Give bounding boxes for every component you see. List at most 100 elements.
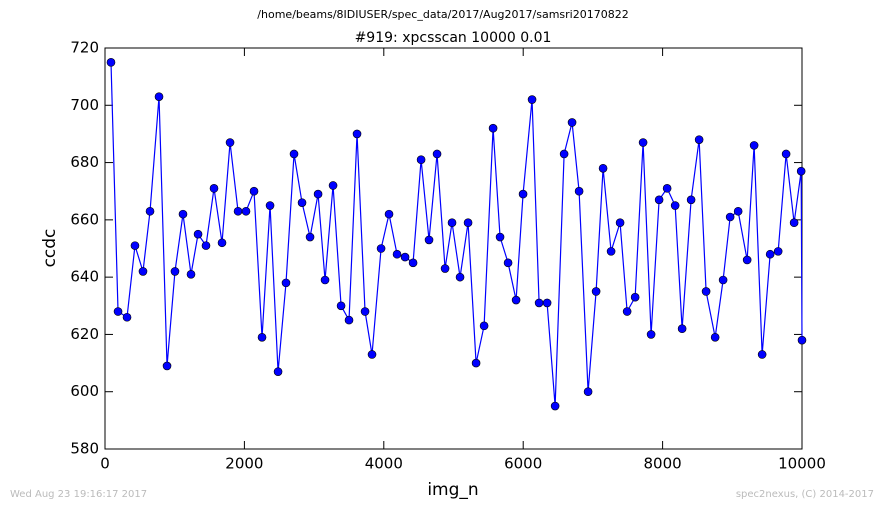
data-point [400,252,410,262]
data-point [289,149,299,159]
data-point [733,206,743,216]
data-point [225,138,235,147]
data-point [710,332,720,342]
data-point [574,186,584,196]
data-point [630,292,640,302]
data-point [162,361,172,371]
data-point [765,249,775,259]
footer-right: spec2nexus, (C) 2014-2017 [736,489,874,500]
data-point [297,198,307,207]
data-point [677,324,687,334]
data-point [606,247,616,256]
data-point [209,184,219,193]
data-point [797,335,807,345]
data-point [622,307,632,316]
data-point [186,269,196,279]
data-point [615,218,625,228]
data-point [796,166,806,176]
footer-left: Wed Aug 23 19:16:17 2017 [10,489,147,500]
data-point [654,195,664,205]
data-point [701,287,711,296]
data-point [352,129,362,139]
data-point [749,141,759,150]
data-point [670,201,680,210]
data-point [503,258,513,268]
y-tick-label: 720 [70,39,99,57]
data-point [488,123,498,133]
y-tick-label: 660 [70,210,99,228]
y-tick-label: 580 [70,440,99,458]
data-point [550,401,560,411]
data-point [424,235,434,245]
data-point [718,275,728,285]
series-line [110,62,803,407]
data-point [471,358,481,368]
data-point [360,307,370,316]
data-point [154,92,164,101]
x-tick-label: 4000 [365,455,403,473]
data-point [193,229,203,239]
y-tick-label: 700 [70,96,99,114]
data-point [527,95,537,104]
data-point [638,138,648,147]
data-point [789,218,799,228]
data-point [534,298,544,308]
data-point [463,218,473,228]
x-tick-label: 6000 [504,455,542,473]
data-point [241,206,251,216]
data-point [217,238,227,248]
data-point [518,189,528,199]
data-point [376,244,386,253]
data-point [559,149,569,159]
y-axis-label: ccdc [40,229,60,268]
data-point [392,249,402,259]
chart-title: #919: xpcsscan 10000 0.01 [355,30,552,46]
data-point [145,206,155,216]
x-tick-label: 2000 [225,455,263,473]
data-point [511,295,521,305]
data-point [201,241,211,250]
data-point [367,350,377,359]
data-point [455,272,465,282]
data-point [447,218,457,228]
data-point [233,206,243,216]
data-point [408,258,418,268]
data-point [320,275,330,285]
y-tick-label: 620 [70,325,99,343]
data-point [757,350,767,359]
data-point [662,184,672,193]
data-point [113,307,123,316]
x-tick-label: 10000 [778,455,826,473]
data-point [598,164,608,173]
data-point [122,312,132,322]
y-tick-label: 680 [70,153,99,171]
data-point [694,135,704,144]
data-point [567,118,577,127]
data-point [106,58,116,67]
data-point [170,267,180,276]
data-point [440,264,450,273]
data-point [265,201,275,210]
data-point [432,149,442,159]
data-point [646,330,656,339]
data-point [773,247,783,256]
data-point [416,155,426,165]
data-point [273,367,283,376]
data-point [742,255,752,265]
data-point [725,212,735,222]
data-point [591,287,601,296]
data-point [281,278,291,288]
data-point [257,332,267,342]
data-point [542,298,552,308]
data-point [495,232,505,242]
x-tick-label: 0 [100,455,110,473]
suptitle: /home/beams/8IDIUSER/spec_data/2017/Aug2… [257,8,628,21]
y-tick-label: 600 [70,382,99,400]
data-point [249,186,259,196]
data-point [344,315,354,325]
data-point [178,209,188,219]
plot-frame [104,47,803,450]
x-tick-label: 8000 [644,455,682,473]
